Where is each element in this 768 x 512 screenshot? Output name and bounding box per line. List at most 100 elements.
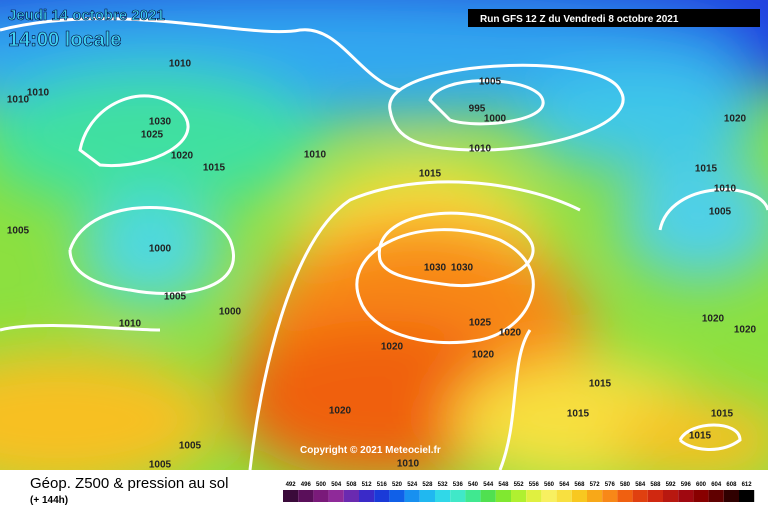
legend-tick: 576 bbox=[605, 482, 616, 488]
legend-swatch bbox=[389, 490, 405, 502]
legend-swatch bbox=[723, 490, 739, 502]
legend-tick: 592 bbox=[666, 482, 677, 488]
legend-tick: 524 bbox=[407, 482, 418, 488]
legend-tick: 512 bbox=[362, 482, 373, 488]
legend-tick: 604 bbox=[711, 482, 722, 488]
legend-tick: 544 bbox=[483, 482, 494, 488]
isobars bbox=[0, 17, 768, 470]
isobar-label: 1020 bbox=[329, 406, 352, 417]
footer-lead: (+ 144h) bbox=[30, 495, 68, 506]
legend-tick: 596 bbox=[681, 482, 692, 488]
legend-tick: 612 bbox=[742, 482, 753, 488]
run: Run GFS 12 Z du Vendredi 8 octobre 2021 bbox=[480, 14, 679, 25]
isobar-label: 995 bbox=[469, 104, 486, 115]
date: Jeudi 14 octobre 2021 bbox=[8, 7, 165, 24]
legend-tick: 532 bbox=[438, 482, 449, 488]
legend-swatch bbox=[739, 490, 755, 502]
legend-tick: 520 bbox=[392, 482, 403, 488]
legend-swatch bbox=[617, 490, 633, 502]
isobar-label: 1000 bbox=[219, 307, 242, 318]
isobar-label: 1025 bbox=[469, 318, 492, 329]
isobar-label: 1005 bbox=[164, 292, 187, 303]
legend-swatch bbox=[435, 490, 451, 502]
isobar-label: 1030 bbox=[451, 263, 474, 274]
time: 14:00 locale bbox=[8, 29, 121, 51]
legend: 492 496 500 504 508 512 516 520 524 528 532 536 540 5… bbox=[283, 482, 755, 502]
legend-swatch bbox=[663, 490, 679, 502]
isobar-label: 1020 bbox=[499, 328, 522, 339]
legend-swatch bbox=[450, 490, 466, 502]
isobar-label: 1015 bbox=[567, 409, 590, 420]
legend-swatch bbox=[678, 490, 694, 502]
isobar-label: 1020 bbox=[381, 342, 404, 353]
legend-swatch bbox=[283, 490, 299, 502]
isobar-label: 1010 bbox=[714, 184, 737, 195]
legend-swatch bbox=[328, 490, 344, 502]
legend-tick: 560 bbox=[544, 482, 555, 488]
legend-swatch bbox=[571, 490, 587, 502]
legend-swatch bbox=[602, 490, 618, 502]
isobar-label: 1005 bbox=[479, 77, 502, 88]
run-box bbox=[468, 9, 760, 27]
isobar-label: 1005 bbox=[179, 441, 202, 452]
legend-tick: 572 bbox=[590, 482, 601, 488]
legend-tick: 552 bbox=[514, 482, 525, 488]
legend-tick: 564 bbox=[559, 482, 570, 488]
isobar-label: 1020 bbox=[702, 314, 725, 325]
legend-tick: 584 bbox=[635, 482, 646, 488]
legend-swatch bbox=[419, 490, 435, 502]
isobar-label: 1005 bbox=[709, 207, 732, 218]
isobar-label: 1020 bbox=[724, 114, 747, 125]
legend-tick: 556 bbox=[529, 482, 540, 488]
legend-tick: 508 bbox=[346, 482, 357, 488]
legend-swatch bbox=[526, 490, 542, 502]
isobar-label: 1010 bbox=[169, 59, 192, 70]
legend-swatch bbox=[511, 490, 527, 502]
legend-tick: 608 bbox=[726, 482, 737, 488]
legend-tick: 500 bbox=[316, 482, 327, 488]
legend-tick: 600 bbox=[696, 482, 707, 488]
isobar-label: 1000 bbox=[484, 114, 507, 125]
legend-swatch bbox=[465, 490, 481, 502]
legend-tick: 588 bbox=[650, 482, 661, 488]
legend-swatch bbox=[556, 490, 572, 502]
legend-tick: 568 bbox=[574, 482, 585, 488]
isobar-label: 1030 bbox=[149, 117, 172, 128]
isobar-label: 1015 bbox=[589, 379, 612, 390]
legend-tick: 536 bbox=[453, 482, 464, 488]
legend-swatch bbox=[343, 490, 359, 502]
isobar-label: 1010 bbox=[7, 95, 30, 106]
isobar-label: 1010 bbox=[27, 88, 50, 99]
legend-tick: 528 bbox=[422, 482, 433, 488]
isobar-label: 1010 bbox=[119, 319, 142, 330]
legend-tick: 548 bbox=[498, 482, 509, 488]
legend-swatch bbox=[313, 490, 329, 502]
legend-swatch bbox=[541, 490, 557, 502]
legend-swatch bbox=[587, 490, 603, 502]
legend-tick: 580 bbox=[620, 482, 631, 488]
isobar-label: 1005 bbox=[7, 226, 30, 237]
legend-swatch bbox=[495, 490, 511, 502]
legend-tick: 540 bbox=[468, 482, 479, 488]
isobar-label: 1000 bbox=[149, 244, 172, 255]
isobar-label: 1010 bbox=[304, 150, 327, 161]
legend-swatch bbox=[480, 490, 496, 502]
isobar-label: 1015 bbox=[203, 163, 226, 174]
isobar-label: 1010 bbox=[469, 144, 492, 155]
legend-swatch bbox=[404, 490, 420, 502]
legend-swatch bbox=[693, 490, 709, 502]
legend-tick: 516 bbox=[377, 482, 388, 488]
isobar-label: 1015 bbox=[419, 169, 442, 180]
isobar-label: 1015 bbox=[689, 431, 712, 442]
isobar-label: 1020 bbox=[734, 325, 757, 336]
legend-tick: 496 bbox=[301, 482, 312, 488]
isobar-labels: 1010101010101030102510201015101010059951… bbox=[7, 59, 757, 471]
copyright: Copyright © 2021 Meteociel.fr bbox=[300, 445, 441, 456]
footer-title: Géop. Z500 & pression au sol bbox=[30, 475, 228, 492]
isobar-label: 1010 bbox=[397, 459, 420, 470]
field bbox=[0, 0, 768, 470]
isobar-label: 1030 bbox=[424, 263, 447, 274]
isobar-label: 1020 bbox=[472, 350, 495, 361]
legend-swatch bbox=[647, 490, 663, 502]
